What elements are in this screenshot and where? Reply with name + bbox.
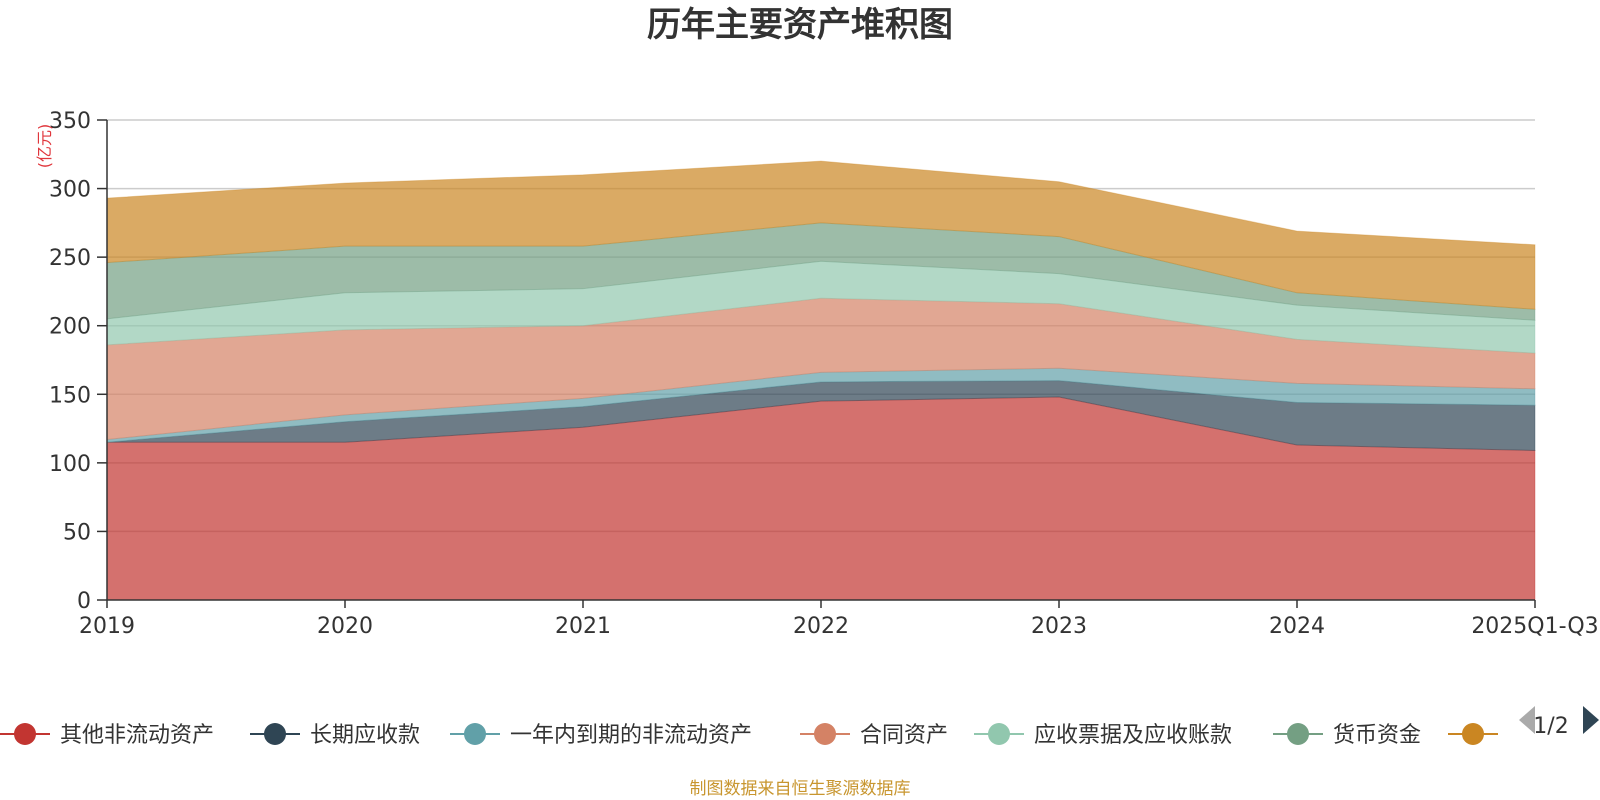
- legend-item-1[interactable]: 其他非流动资产: [0, 723, 214, 748]
- area-series-7: [106, 160, 1536, 310]
- legend-label: 长期应收款: [310, 723, 420, 748]
- y-tick-label: 200: [49, 315, 91, 340]
- y-tick-label: 250: [49, 246, 91, 271]
- legend-marker: [988, 723, 1010, 745]
- legend-marker: [814, 723, 836, 745]
- x-tick-label: 2021: [555, 614, 611, 639]
- legend-label: 应收票据及应收账款: [1034, 723, 1232, 748]
- chart-title: 历年主要资产堆积图: [647, 5, 953, 45]
- legend-item-6[interactable]: 货币资金: [1273, 723, 1421, 748]
- legend-marker: [464, 723, 486, 745]
- x-tick-label: 2024: [1269, 614, 1325, 639]
- y-tick-label: 150: [49, 383, 91, 408]
- x-tick-label: 2022: [793, 614, 849, 639]
- legend-label: 一年内到期的非流动资产: [510, 723, 752, 748]
- legend-label: 货币资金: [1333, 723, 1421, 748]
- legend-item-4[interactable]: 合同资产: [800, 723, 948, 748]
- x-axis-ticks: 2019 2020 2021 2022 2023 2024 2025Q1-Q3: [79, 600, 1599, 639]
- y-tick-label: 50: [63, 520, 91, 545]
- source-note: 制图数据来自恒生聚源数据库: [690, 779, 911, 799]
- y-tick-label: 100: [49, 452, 91, 477]
- area-series-5: [106, 260, 1536, 354]
- legend-next-icon[interactable]: [1583, 706, 1599, 734]
- y-axis-ticks: 0 50 100 150 200 250 300 350: [49, 109, 107, 614]
- area-series-3: [106, 367, 1536, 443]
- legend: 其他非流动资产 长期应收款 一年内到期的非流动资产 合同资产 应收票据及应收账款 货币资金: [0, 723, 1498, 748]
- legend-item-7[interactable]: [1448, 723, 1498, 745]
- legend-label: 合同资产: [860, 723, 948, 748]
- legend-marker: [264, 723, 286, 745]
- legend-item-5[interactable]: 应收票据及应收账款: [974, 723, 1232, 748]
- x-tick-label: 2023: [1031, 614, 1087, 639]
- legend-marker: [1287, 723, 1309, 745]
- legend-marker: [14, 723, 36, 745]
- legend-item-2[interactable]: 长期应收款: [250, 723, 420, 748]
- area-series: [106, 160, 1536, 601]
- x-tick-label: 2025Q1-Q3: [1471, 614, 1598, 639]
- legend-pager: 1/2: [1519, 706, 1599, 739]
- area-series-2: [106, 380, 1536, 452]
- legend-item-3[interactable]: 一年内到期的非流动资产: [450, 723, 752, 748]
- y-tick-label: 350: [49, 109, 91, 134]
- x-tick-label: 2019: [79, 614, 135, 639]
- legend-marker: [1462, 723, 1484, 745]
- y-axis-unit-label: (亿元): [35, 124, 54, 169]
- x-tick-label: 2020: [317, 614, 373, 639]
- legend-label: 其他非流动资产: [60, 723, 214, 748]
- y-tick-label: 300: [49, 178, 91, 203]
- y-tick-label: 0: [77, 589, 91, 614]
- legend-prev-icon[interactable]: [1519, 706, 1535, 734]
- legend-page-indicator: 1/2: [1533, 714, 1568, 739]
